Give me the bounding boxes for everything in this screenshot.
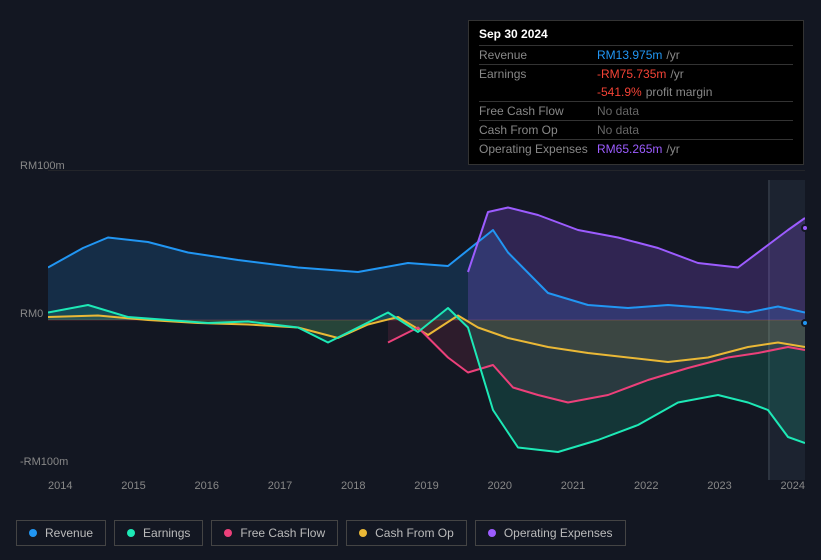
tooltip-value: -RM75.735m/yr bbox=[597, 67, 684, 81]
x-axis-tick: 2014 bbox=[48, 480, 72, 492]
tooltip-label: Revenue bbox=[479, 48, 597, 62]
tooltip-suffix: /yr bbox=[666, 142, 679, 156]
series-end-dot bbox=[801, 319, 809, 327]
tooltip-value: RM65.265m/yr bbox=[597, 142, 680, 156]
tooltip-value: -541.9%profit margin bbox=[597, 85, 712, 99]
data-tooltip: Sep 30 2024 RevenueRM13.975m/yrEarnings-… bbox=[468, 20, 804, 165]
x-axis-tick: 2018 bbox=[341, 480, 365, 492]
tooltip-row: Cash From OpNo data bbox=[479, 120, 793, 139]
legend-label: Operating Expenses bbox=[504, 526, 613, 540]
tooltip-date: Sep 30 2024 bbox=[479, 27, 793, 45]
plot-region[interactable] bbox=[48, 170, 805, 470]
tooltip-value: No data bbox=[597, 104, 643, 118]
legend-label: Revenue bbox=[45, 526, 93, 540]
legend-item[interactable]: Operating Expenses bbox=[475, 520, 626, 546]
tooltip-row: RevenueRM13.975m/yr bbox=[479, 45, 793, 64]
tooltip-row: Earnings-RM75.735m/yr bbox=[479, 64, 793, 83]
legend-swatch bbox=[29, 529, 37, 537]
legend-item[interactable]: Revenue bbox=[16, 520, 106, 546]
y-axis-label-mid: RM0 bbox=[20, 308, 43, 320]
legend-label: Cash From Op bbox=[375, 526, 454, 540]
tooltip-suffix: /yr bbox=[666, 48, 679, 62]
tooltip-label: Earnings bbox=[479, 67, 597, 81]
x-axis-tick: 2020 bbox=[488, 480, 512, 492]
legend-swatch bbox=[488, 529, 496, 537]
x-axis-tick: 2023 bbox=[707, 480, 731, 492]
series-end-dot bbox=[801, 224, 809, 232]
legend-item[interactable]: Cash From Op bbox=[346, 520, 467, 546]
x-axis: 2014 2015 2016 2017 2018 2019 2020 2021 2022 2023… bbox=[48, 480, 805, 492]
tooltip-label bbox=[479, 85, 597, 99]
x-axis-tick: 2022 bbox=[634, 480, 658, 492]
legend-swatch bbox=[224, 529, 232, 537]
x-axis-tick: 2015 bbox=[121, 480, 145, 492]
tooltip-value: RM13.975m/yr bbox=[597, 48, 680, 62]
tooltip-value: No data bbox=[597, 123, 643, 137]
x-axis-tick: 2019 bbox=[414, 480, 438, 492]
legend-item[interactable]: Earnings bbox=[114, 520, 203, 546]
x-axis-tick: 2016 bbox=[195, 480, 219, 492]
chart-svg bbox=[48, 170, 805, 470]
legend-label: Free Cash Flow bbox=[240, 526, 325, 540]
legend-swatch bbox=[127, 529, 135, 537]
tooltip-label: Operating Expenses bbox=[479, 142, 597, 156]
x-axis-tick: 2024 bbox=[781, 480, 805, 492]
tooltip-suffix: profit margin bbox=[646, 85, 713, 99]
tooltip-label: Cash From Op bbox=[479, 123, 597, 137]
tooltip-suffix: /yr bbox=[670, 67, 683, 81]
legend-item[interactable]: Free Cash Flow bbox=[211, 520, 338, 546]
tooltip-label: Free Cash Flow bbox=[479, 104, 597, 118]
legend-label: Earnings bbox=[143, 526, 190, 540]
tooltip-row: -541.9%profit margin bbox=[479, 83, 793, 101]
tooltip-row: Operating ExpensesRM65.265m/yr bbox=[479, 139, 793, 158]
legend-swatch bbox=[359, 529, 367, 537]
x-axis-tick: 2021 bbox=[561, 480, 585, 492]
tooltip-row: Free Cash FlowNo data bbox=[479, 101, 793, 120]
legend: Revenue Earnings Free Cash Flow Cash From O… bbox=[16, 520, 626, 546]
chart-area: RM100m RM0 -RM100m 201420152016201720182… bbox=[16, 160, 805, 500]
x-axis-tick: 2017 bbox=[268, 480, 292, 492]
